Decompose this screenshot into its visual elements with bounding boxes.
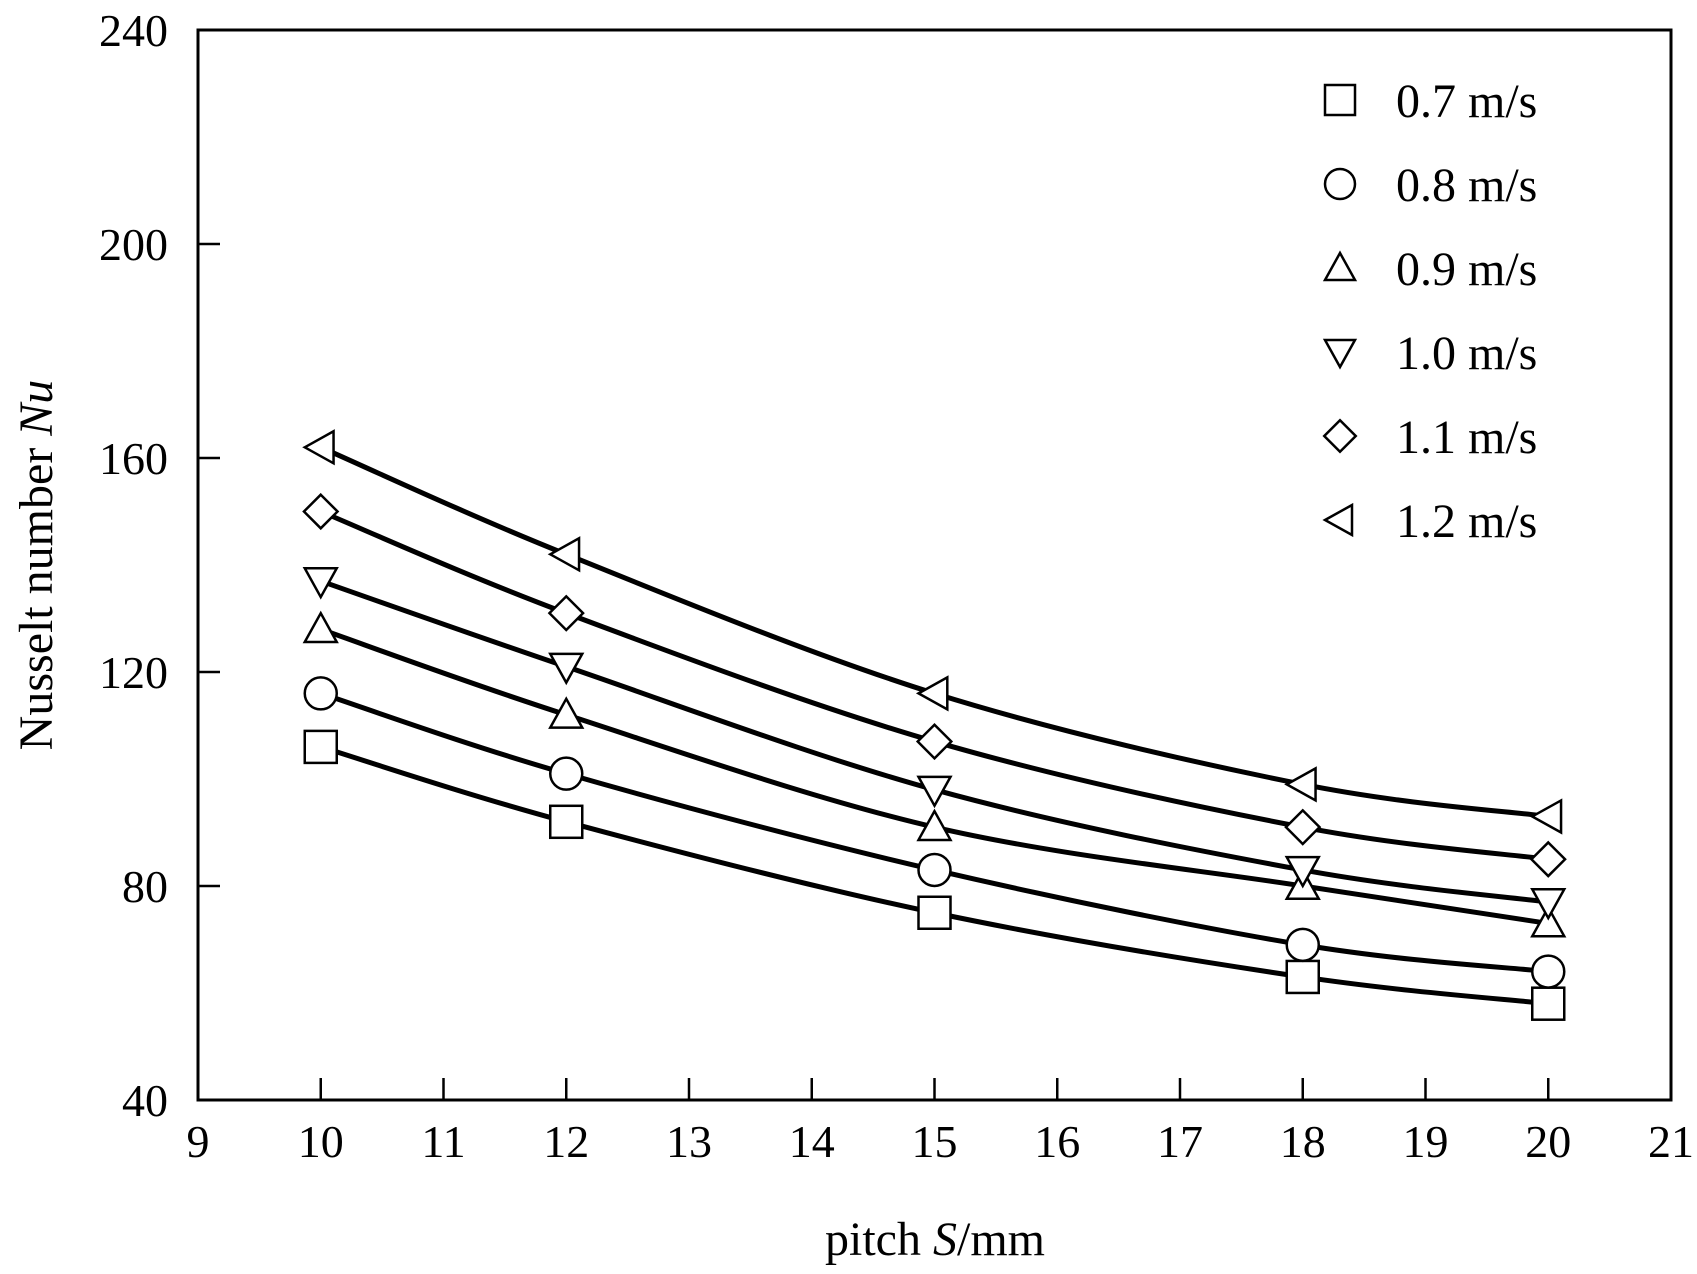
point-series-0-4	[1531, 986, 1566, 1021]
point-series-5-3	[1284, 766, 1317, 803]
x-axis-label: pitch S/mm	[825, 1213, 1045, 1266]
x-axis-label-suffix: /mm	[957, 1213, 1045, 1266]
legend-label-1: 0.8 m/s	[1396, 159, 1537, 212]
x-tick-label-1: 10	[298, 1116, 344, 1167]
point-series-1-1	[549, 756, 584, 791]
point-series-0-0	[303, 729, 338, 765]
point-series-3-2	[916, 775, 953, 809]
point-series-3-0	[302, 567, 339, 600]
x-axis-label-var: S	[933, 1213, 957, 1266]
point-series-5-4	[1529, 798, 1563, 835]
x-tick-label-10: 19	[1403, 1116, 1449, 1167]
y-tick-label-1: 80	[122, 861, 168, 912]
point-series-4-1	[547, 594, 585, 632]
legend-label-5: 1.2 m/s	[1396, 495, 1537, 548]
point-series-5-0	[302, 429, 335, 466]
x-tick-labels: 9 10 11 12 13 14 15 16 17 18 19 20 21	[187, 1116, 1695, 1167]
x-tick-label-6: 15	[912, 1116, 958, 1167]
legend-label-0: 0.7 m/s	[1396, 75, 1537, 128]
legend-marker-4	[1322, 418, 1358, 454]
x-tick-label-12: 21	[1648, 1116, 1694, 1167]
point-series-1-3	[1285, 927, 1320, 963]
legend-label-4: 1.1 m/s	[1396, 411, 1537, 464]
point-series-2-1	[548, 696, 585, 729]
legend-label-2: 0.9 m/s	[1396, 243, 1537, 296]
series-markers	[302, 429, 1567, 1021]
x-tick-label-0: 9	[187, 1116, 210, 1167]
x-axis-label-prefix: pitch	[825, 1213, 933, 1266]
legend-label-3: 1.0 m/s	[1396, 327, 1537, 380]
y-tick-label-0: 40	[122, 1075, 168, 1126]
y-tick-label-5: 240	[99, 5, 168, 56]
x-tick-label-2: 11	[421, 1116, 465, 1167]
x-tick-label-4: 13	[666, 1116, 712, 1167]
curve-series-5	[318, 444, 1551, 819]
axis-ticks	[196, 28, 1673, 1102]
legend-marker-3	[1322, 338, 1358, 370]
point-series-2-2	[916, 808, 953, 842]
legend-marker-2	[1322, 250, 1358, 282]
point-series-3-4	[1530, 888, 1567, 921]
point-series-0-3	[1285, 959, 1320, 995]
x-tick-label-3: 12	[543, 1116, 589, 1167]
point-series-3-3	[1284, 855, 1321, 889]
y-tick-label-4: 200	[99, 219, 168, 270]
point-series-2-4	[1530, 904, 1567, 938]
point-series-4-3	[1284, 808, 1322, 846]
point-series-1-2	[917, 852, 952, 888]
y-axis-label: Nusselt number Nu	[10, 380, 63, 751]
x-tick-label-5: 14	[789, 1116, 835, 1167]
point-series-0-1	[549, 804, 584, 840]
y-tick-label-2: 120	[99, 647, 168, 698]
point-series-4-0	[302, 492, 340, 531]
point-series-4-4	[1529, 840, 1567, 878]
point-series-1-4	[1531, 954, 1566, 989]
point-series-3-1	[548, 652, 585, 686]
y-axis-label-var: Nu	[10, 380, 63, 437]
x-tick-label-7: 16	[1034, 1116, 1080, 1167]
legend: 0.7 m/s 0.8 m/s 0.9 m/s 1.0 m/s 1.1 m/s 1.2 m…	[1322, 75, 1537, 548]
legend-marker-5	[1322, 502, 1354, 538]
x-tick-label-8: 17	[1157, 1116, 1203, 1167]
legend-marker-1	[1323, 167, 1357, 201]
y-tick-label-3: 160	[99, 433, 168, 484]
point-series-2-0	[302, 610, 339, 644]
point-series-1-0	[303, 676, 338, 711]
y-axis-label-prefix: Nusselt number	[10, 436, 63, 751]
x-tick-label-9: 18	[1280, 1116, 1326, 1167]
point-series-5-1	[547, 536, 581, 573]
legend-marker-0	[1323, 83, 1357, 117]
point-series-4-2	[915, 722, 954, 761]
x-tick-label-11: 20	[1525, 1116, 1571, 1167]
point-series-5-2	[915, 675, 949, 712]
y-tick-labels: 40 80 120 160 200 240	[99, 5, 168, 1126]
point-series-0-2	[917, 895, 952, 930]
